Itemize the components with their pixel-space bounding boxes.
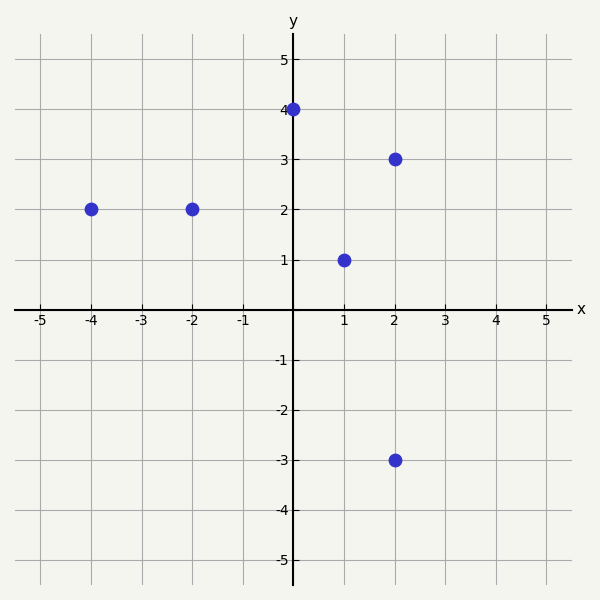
Text: x: x [577, 302, 586, 317]
Point [390, 455, 400, 464]
Point [86, 205, 96, 214]
Point [339, 255, 349, 265]
Point [187, 205, 197, 214]
Text: y: y [289, 14, 298, 29]
Point [289, 104, 298, 114]
Point [390, 155, 400, 164]
